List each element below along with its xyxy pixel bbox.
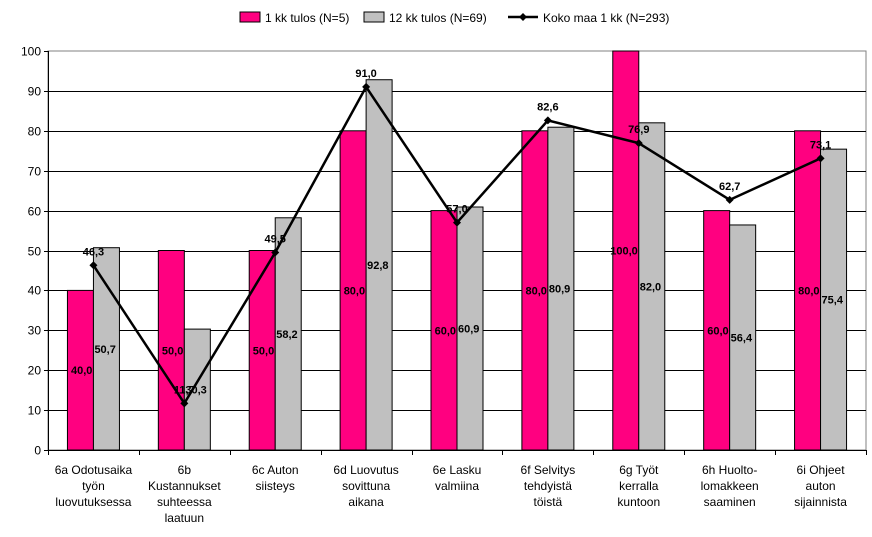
data-label: 57,0 xyxy=(446,204,467,216)
x-tick-label: siisteys xyxy=(256,479,295,493)
line-point xyxy=(453,218,461,227)
data-label: 60,9 xyxy=(458,324,479,336)
x-tick-label: 6a Odotusaika xyxy=(55,463,133,477)
x-tick-label: sijainnista xyxy=(794,495,847,509)
legend-label: 12 kk tulos (N=69) xyxy=(389,11,487,25)
line-point xyxy=(362,82,371,91)
data-label: 91,0 xyxy=(355,68,376,80)
y-tick-label: 20 xyxy=(28,364,42,378)
data-label: 80,0 xyxy=(798,285,819,297)
x-tick-label: lomakkeen xyxy=(701,479,759,493)
data-label: 56,4 xyxy=(731,332,753,344)
data-label: 46,3 xyxy=(83,246,104,258)
x-tick-label: 6h Huolto- xyxy=(702,463,757,477)
data-label: 76,9 xyxy=(628,124,649,136)
line-point xyxy=(816,154,825,163)
y-tick-label: 100 xyxy=(21,45,41,59)
x-tick-label: laatuun xyxy=(165,511,204,525)
bar xyxy=(729,224,757,451)
data-label: 92,8 xyxy=(367,260,388,272)
x-tick-label: kerralla xyxy=(619,479,659,493)
data-label: 100,0 xyxy=(610,246,638,258)
data-label: 50,7 xyxy=(94,344,115,356)
data-label: 82,6 xyxy=(537,101,558,113)
y-tick-label: 90 xyxy=(28,85,42,99)
x-tick-label: 6e Lasku xyxy=(433,463,482,477)
legend-label: 1 kk tulos (N=5) xyxy=(265,11,349,25)
legend-label: Koko maa 1 kk (N=293) xyxy=(543,11,669,25)
data-label: 73,1 xyxy=(810,139,831,151)
bar xyxy=(248,250,276,451)
line-point xyxy=(543,116,552,125)
data-label: 60,0 xyxy=(435,325,456,337)
data-label: 50,0 xyxy=(253,345,274,357)
x-tick-label: luovutuksessa xyxy=(55,495,131,509)
y-tick-label: 80 xyxy=(28,125,42,139)
y-tick-label: 10 xyxy=(28,404,42,418)
data-label: 80,0 xyxy=(525,285,546,297)
line-point xyxy=(725,195,734,204)
x-tick-label: töistä xyxy=(534,495,563,509)
x-tick-label: aikana xyxy=(348,495,384,509)
line-point xyxy=(89,261,98,270)
line-point xyxy=(180,399,189,408)
bar xyxy=(183,328,211,451)
legend-swatch xyxy=(239,11,261,23)
bar xyxy=(521,130,549,451)
x-tick-label: sovittuna xyxy=(342,479,390,493)
x-tick-label: valmiina xyxy=(435,479,479,493)
x-tick-label: auton xyxy=(806,479,836,493)
bar xyxy=(638,122,666,451)
bar xyxy=(365,79,393,451)
bar xyxy=(274,217,302,451)
data-label: 60,0 xyxy=(707,325,728,337)
x-tick-label: tehdyistä xyxy=(524,479,572,493)
bar xyxy=(157,250,185,451)
bar xyxy=(339,130,367,451)
x-tick-label: 6c Auton xyxy=(252,463,299,477)
data-label: 80,0 xyxy=(344,285,365,297)
x-tick-label: 6g Työt xyxy=(619,463,659,477)
line-point xyxy=(271,248,280,257)
data-label: 58,2 xyxy=(276,329,297,341)
data-label: 82,0 xyxy=(640,281,661,293)
x-tick-label: 6b xyxy=(178,463,192,477)
legend-swatch xyxy=(363,11,385,23)
x-tick-label: työn xyxy=(82,479,105,493)
x-tick-label: saaminen xyxy=(704,495,756,509)
legend-marker xyxy=(519,13,527,21)
line-point xyxy=(634,139,643,148)
data-label: 50,0 xyxy=(162,345,183,357)
y-tick-label: 0 xyxy=(34,444,41,458)
x-tick-label: suhteessa xyxy=(157,495,212,509)
y-tick-label: 70 xyxy=(28,165,42,179)
data-label: 80,9 xyxy=(549,284,570,296)
y-tick-label: 30 xyxy=(28,324,42,338)
x-tick-label: 6f Selvitys xyxy=(521,463,576,477)
x-tick-label: Kustannukset xyxy=(148,479,221,493)
data-label: 75,4 xyxy=(822,295,844,307)
bar xyxy=(547,126,575,451)
x-tick-label: 6i Ohjeet xyxy=(797,463,846,477)
y-tick-label: 60 xyxy=(28,205,42,219)
x-tick-label: kuntoon xyxy=(617,495,660,509)
y-tick-label: 40 xyxy=(28,284,42,298)
bar xyxy=(92,247,120,451)
bar xyxy=(820,148,848,451)
bar xyxy=(456,206,484,451)
bar xyxy=(66,289,94,451)
data-label: 49,5 xyxy=(265,233,286,245)
data-label: 11,7 xyxy=(174,384,195,396)
data-label: 40,0 xyxy=(71,365,92,377)
x-tick-label: 6d Luovutus xyxy=(333,463,398,477)
bar xyxy=(794,130,822,451)
data-label: 62,7 xyxy=(719,181,740,193)
y-tick-label: 50 xyxy=(28,245,42,259)
